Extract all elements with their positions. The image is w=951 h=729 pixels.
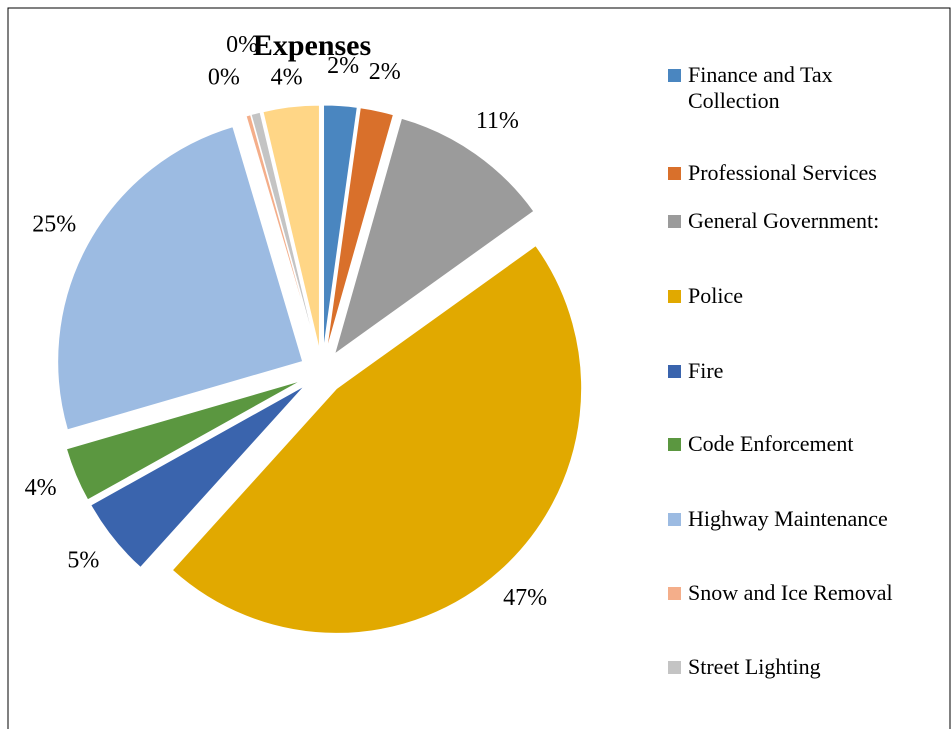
legend-swatch bbox=[668, 587, 681, 600]
legend-swatch bbox=[668, 290, 681, 303]
pie-slice bbox=[57, 126, 304, 431]
pie-slice bbox=[65, 380, 302, 501]
legend-item: Highway Maintenance bbox=[668, 506, 951, 532]
legend-swatch bbox=[668, 365, 681, 378]
legend-label: Fire bbox=[688, 358, 724, 383]
pie-slice bbox=[171, 244, 583, 634]
pie-slice bbox=[323, 104, 358, 351]
data-label: 11% bbox=[476, 108, 519, 134]
data-label: 2% bbox=[369, 59, 401, 85]
data-label: 4% bbox=[271, 65, 303, 91]
data-label: 0% bbox=[226, 32, 258, 58]
data-label: 47% bbox=[503, 585, 547, 611]
frame bbox=[7, 7, 951, 729]
legend-item: Street Lighting bbox=[668, 654, 951, 680]
legend-swatch bbox=[668, 513, 681, 526]
pie-slice bbox=[250, 111, 318, 351]
legend-item: Finance and Tax Collection bbox=[668, 62, 878, 114]
legend-label: Highway Maintenance bbox=[688, 506, 888, 531]
legend-label: Snow and Ice Removal bbox=[688, 580, 893, 605]
data-label: 5% bbox=[67, 547, 99, 573]
pie-slice bbox=[90, 385, 306, 569]
legend-label: Police bbox=[688, 283, 743, 308]
legend-item: Code Enforcement bbox=[668, 431, 951, 457]
legend-label: Professional Services bbox=[688, 160, 877, 185]
data-label: 0% bbox=[208, 64, 240, 90]
legend-item: Snow and Ice Removal bbox=[668, 580, 951, 606]
legend-label: Finance and Tax Collection bbox=[688, 62, 833, 113]
data-label: 4% bbox=[25, 475, 57, 501]
legend-item: Police bbox=[668, 283, 951, 309]
pie-slice bbox=[245, 114, 317, 351]
data-label: 25% bbox=[32, 211, 76, 237]
legend-swatch bbox=[668, 215, 681, 228]
legend-swatch bbox=[668, 69, 681, 82]
legend-swatch bbox=[668, 438, 681, 451]
legend-label: Street Lighting bbox=[688, 654, 821, 679]
pie-slice bbox=[333, 117, 535, 356]
legend-label: Code Enforcement bbox=[688, 431, 854, 456]
pie-slice bbox=[262, 104, 320, 351]
legend-item: Professional Services bbox=[668, 160, 951, 186]
pie-slice bbox=[326, 107, 395, 351]
legend-label: General Government: bbox=[688, 208, 880, 233]
legend-swatch bbox=[668, 661, 681, 674]
data-label: 2% bbox=[327, 53, 359, 79]
legend-swatch bbox=[668, 167, 681, 180]
legend-item: Fire bbox=[668, 358, 951, 384]
legend-item: General Government: bbox=[668, 208, 951, 234]
chart-title: Expenses bbox=[253, 29, 371, 62]
